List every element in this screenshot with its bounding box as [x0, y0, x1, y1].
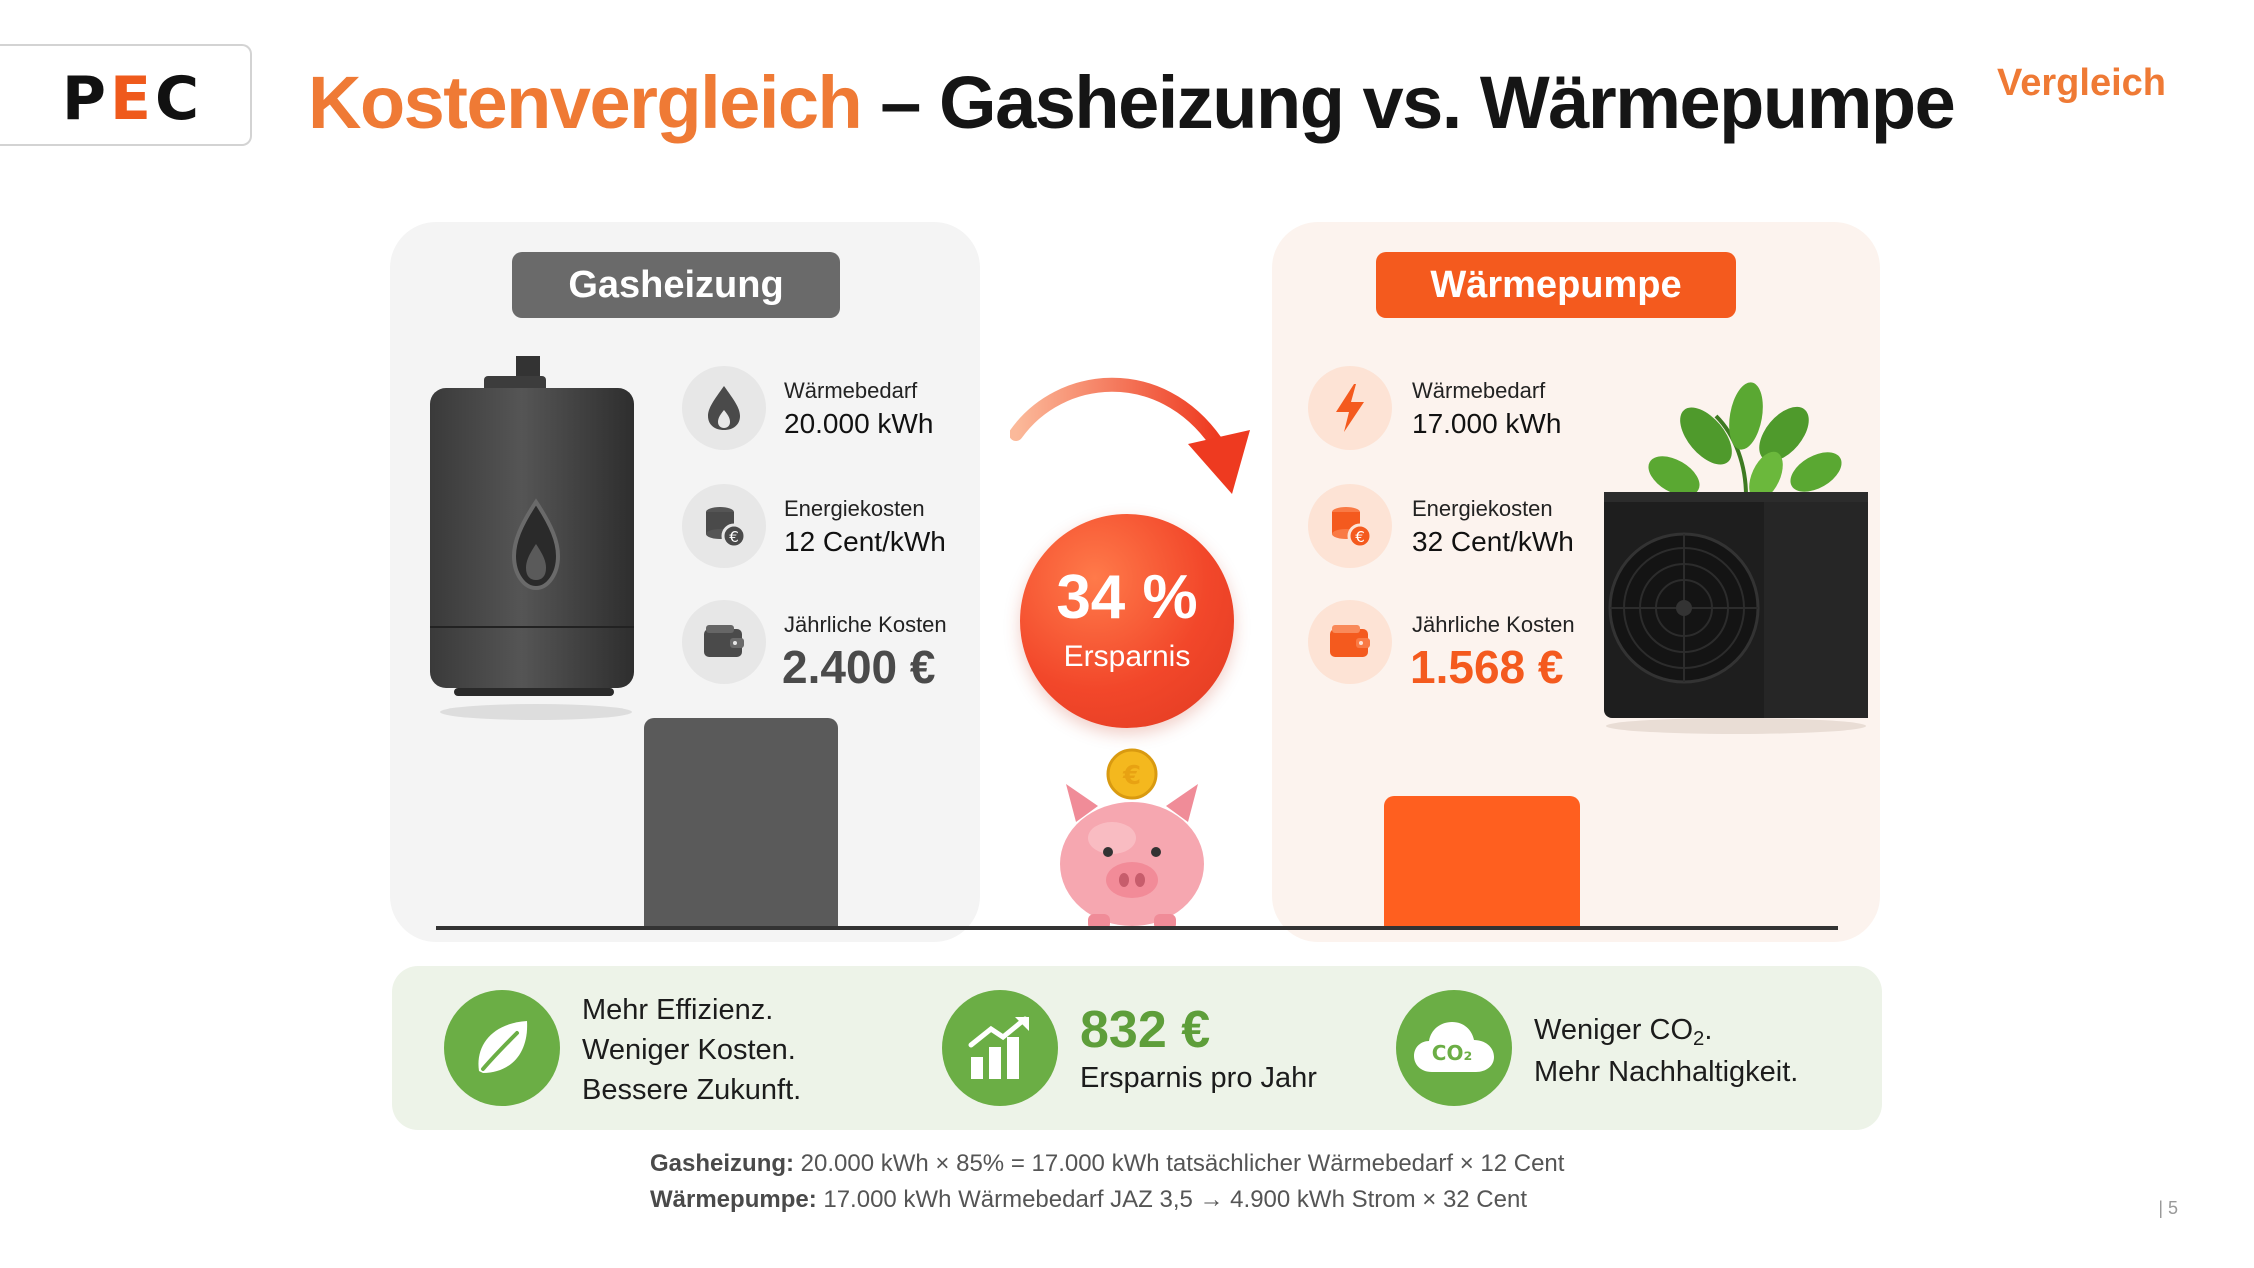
co2-subscript: 2: [1693, 1028, 1705, 1050]
efficiency-line-1: Mehr Effizienz.: [582, 994, 774, 1026]
svg-text:€: €: [1122, 761, 1141, 791]
coins-euro-icon: €: [706, 507, 747, 549]
co2-line-1: Weniger CO2.: [1534, 1010, 1712, 1053]
svg-text:€: €: [1355, 528, 1365, 546]
annual-savings-amount: 832 €: [1080, 1001, 1211, 1059]
lightning-stat-circle: [1308, 366, 1392, 450]
gas-heating-heading: Gasheizung: [512, 252, 840, 318]
stat-label: Wärmebedarf: [1412, 378, 1546, 403]
stat-label: Wärmebedarf: [784, 378, 918, 403]
plant-icon: [1648, 382, 1842, 501]
logo-letter: E: [109, 64, 155, 134]
hp-footnote-text: 17.000 kWh Wärmebedarf JAZ 3,5 → 4.900 k…: [816, 1186, 1527, 1213]
title-accent: Kostenvergleich: [308, 61, 863, 144]
page-title: Kostenvergleich – Gasheizung vs. Wärmepu…: [308, 60, 1956, 145]
savings-badge: [1020, 514, 1234, 728]
pec-logo: PEC: [62, 64, 203, 134]
logo-frame: [0, 44, 252, 146]
wallet-stat-circle: [682, 600, 766, 684]
gas-cost-bar: [644, 718, 838, 928]
co2-line-1-pre: Weniger CO: [1534, 1014, 1694, 1046]
section-tag: Vergleich: [1997, 62, 2166, 104]
page-number: | 5: [2158, 1198, 2178, 1218]
benefits-strip: [392, 966, 1882, 1130]
wallet-stat-circle: [1308, 600, 1392, 684]
bar-baseline: [436, 926, 1838, 930]
stat-value: 17.000 kWh: [1412, 408, 1562, 439]
svg-text:€: €: [729, 528, 739, 546]
stat-label: Energiekosten: [784, 496, 925, 521]
gas-boiler-illustration: [430, 356, 634, 720]
gas-annual-cost: 2.400 €: [782, 641, 936, 693]
wallet-icon: [1330, 625, 1370, 657]
gas-footnote-text: 20.000 kWh × 85% = 17.000 kWh tatsächlic…: [794, 1150, 1565, 1177]
co2-cloud-circle: CO₂: [1396, 990, 1512, 1106]
flame-stat-circle: [682, 366, 766, 450]
wallet-icon: [704, 625, 744, 657]
heat-pump-cost-bar: [1384, 796, 1580, 928]
stat-label: Energiekosten: [1412, 496, 1553, 521]
stat-value: 32 Cent/kWh: [1412, 526, 1574, 557]
growth-chart-circle: [942, 990, 1058, 1106]
coins-stat-circle: €: [682, 484, 766, 568]
savings-label: Ersparnis: [1063, 640, 1191, 673]
logo-letter: C: [154, 64, 204, 134]
stat-label: Jährliche Kosten: [784, 612, 947, 637]
co2-cloud-icon: CO₂: [1414, 1022, 1494, 1072]
curved-arrow-icon: [1010, 377, 1250, 494]
piggy-bank-icon: €: [1060, 748, 1204, 930]
stat-label: Jährliche Kosten: [1412, 612, 1575, 637]
leaf-circle: [444, 990, 560, 1106]
gas-footnote: Gasheizung: 20.000 kWh × 85% = 17.000 kW…: [650, 1150, 1564, 1178]
flame-icon: [708, 386, 740, 430]
heat-pump-illustration: [1604, 382, 1868, 734]
savings-percent: 34 %: [1056, 563, 1198, 632]
logo-letter: P: [62, 64, 110, 134]
efficiency-line-3: Bessere Zukunft.: [582, 1074, 802, 1106]
growth-chart-icon: [968, 1016, 1029, 1079]
coins-stat-circle: €: [1308, 484, 1392, 568]
heat-pump-annual-cost: 1.568 €: [1410, 641, 1564, 693]
gas-footnote-label: Gasheizung:: [650, 1150, 795, 1177]
co2-line-2: Mehr Nachhaltigkeit.: [1534, 1056, 1799, 1088]
lightning-icon: [1336, 384, 1364, 432]
svg-text:CO₂: CO₂: [1432, 1041, 1472, 1065]
coins-euro-icon: €: [1332, 507, 1373, 549]
heat-pump-heading: Wärmepumpe: [1376, 252, 1736, 318]
co2-line-1-post: .: [1704, 1014, 1713, 1046]
stat-value: 20.000 kWh: [784, 408, 934, 439]
stat-value: 12 Cent/kWh: [784, 526, 946, 557]
title-rest: – Gasheizung vs. Wärmepumpe: [861, 61, 1955, 144]
annual-savings-label: Ersparnis pro Jahr: [1080, 1062, 1317, 1094]
leaf-icon: [478, 1021, 528, 1073]
efficiency-line-2: Weniger Kosten.: [582, 1034, 796, 1066]
heat-pump-footnote: Wärmepumpe: 17.000 kWh Wärmebedarf JAZ 3…: [650, 1186, 1527, 1214]
hp-footnote-label: Wärmepumpe:: [650, 1186, 817, 1213]
